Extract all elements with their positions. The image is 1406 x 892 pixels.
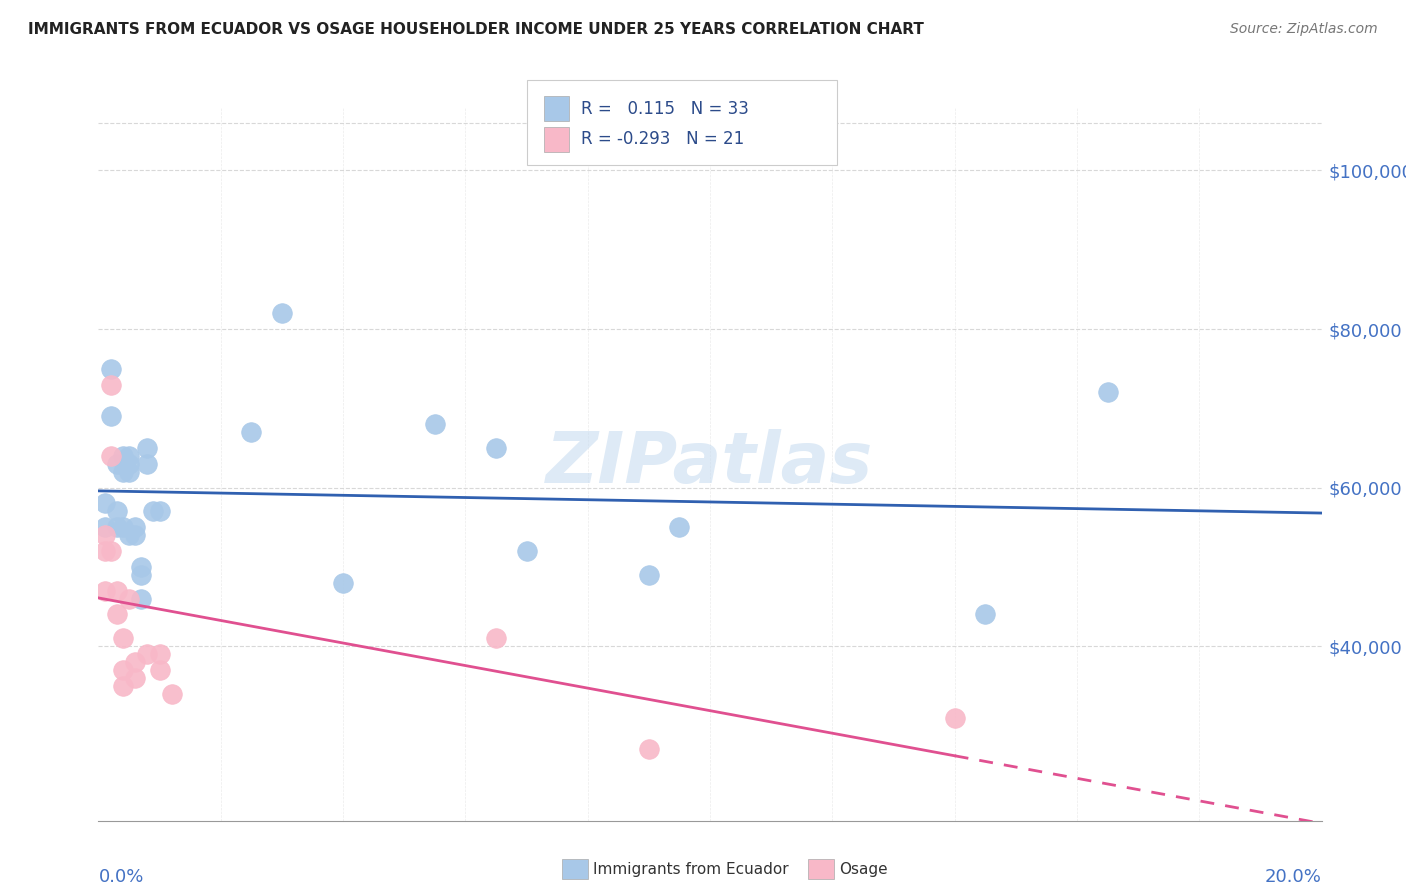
Point: [423, 417, 446, 432]
Point: [129, 567, 152, 582]
Point: [100, 544, 122, 558]
Point: [124, 520, 146, 534]
Point: [111, 520, 134, 534]
Text: 0.0%: 0.0%: [98, 868, 143, 887]
Point: [129, 591, 152, 606]
Point: [149, 647, 172, 661]
Text: Osage: Osage: [839, 863, 889, 877]
Point: [485, 632, 508, 646]
Point: [943, 710, 966, 724]
Point: [105, 457, 128, 471]
Text: ZIPatlas: ZIPatlas: [547, 429, 873, 499]
Point: [136, 441, 159, 455]
Point: [129, 560, 152, 574]
Point: [118, 591, 141, 606]
Point: [637, 742, 661, 756]
Point: [118, 449, 141, 463]
Text: Immigrants from Ecuador: Immigrants from Ecuador: [593, 863, 789, 877]
Point: [111, 632, 134, 646]
Point: [516, 544, 538, 558]
Point: [105, 583, 128, 598]
Point: [124, 671, 146, 685]
Point: [100, 449, 122, 463]
Point: [974, 607, 997, 622]
Point: [118, 528, 141, 542]
Point: [111, 663, 134, 677]
Point: [240, 425, 263, 439]
Point: [136, 647, 159, 661]
Point: [100, 377, 122, 392]
Point: [124, 655, 146, 669]
Point: [93, 520, 115, 534]
Point: [93, 528, 115, 542]
Text: 20.0%: 20.0%: [1265, 868, 1322, 887]
Point: [118, 465, 141, 479]
Point: [637, 567, 661, 582]
Point: [149, 663, 172, 677]
Point: [1097, 385, 1119, 400]
Point: [105, 520, 128, 534]
Point: [111, 679, 134, 693]
Point: [105, 504, 128, 518]
Point: [124, 528, 146, 542]
Point: [149, 504, 172, 518]
Point: [100, 361, 122, 376]
Point: [111, 449, 134, 463]
Point: [93, 583, 115, 598]
Point: [105, 607, 128, 622]
Point: [93, 496, 115, 510]
Point: [332, 575, 354, 590]
Point: [270, 306, 292, 320]
Point: [160, 687, 183, 701]
Point: [142, 504, 165, 518]
Point: [93, 544, 115, 558]
Point: [485, 441, 508, 455]
Point: [100, 409, 122, 424]
Text: R = -0.293   N = 21: R = -0.293 N = 21: [581, 130, 744, 148]
Point: [668, 520, 690, 534]
Text: R =   0.115   N = 33: R = 0.115 N = 33: [581, 100, 748, 118]
Point: [118, 457, 141, 471]
Point: [111, 465, 134, 479]
Text: IMMIGRANTS FROM ECUADOR VS OSAGE HOUSEHOLDER INCOME UNDER 25 YEARS CORRELATION C: IMMIGRANTS FROM ECUADOR VS OSAGE HOUSEHO…: [28, 22, 924, 37]
Text: Source: ZipAtlas.com: Source: ZipAtlas.com: [1230, 22, 1378, 37]
Point: [136, 457, 159, 471]
